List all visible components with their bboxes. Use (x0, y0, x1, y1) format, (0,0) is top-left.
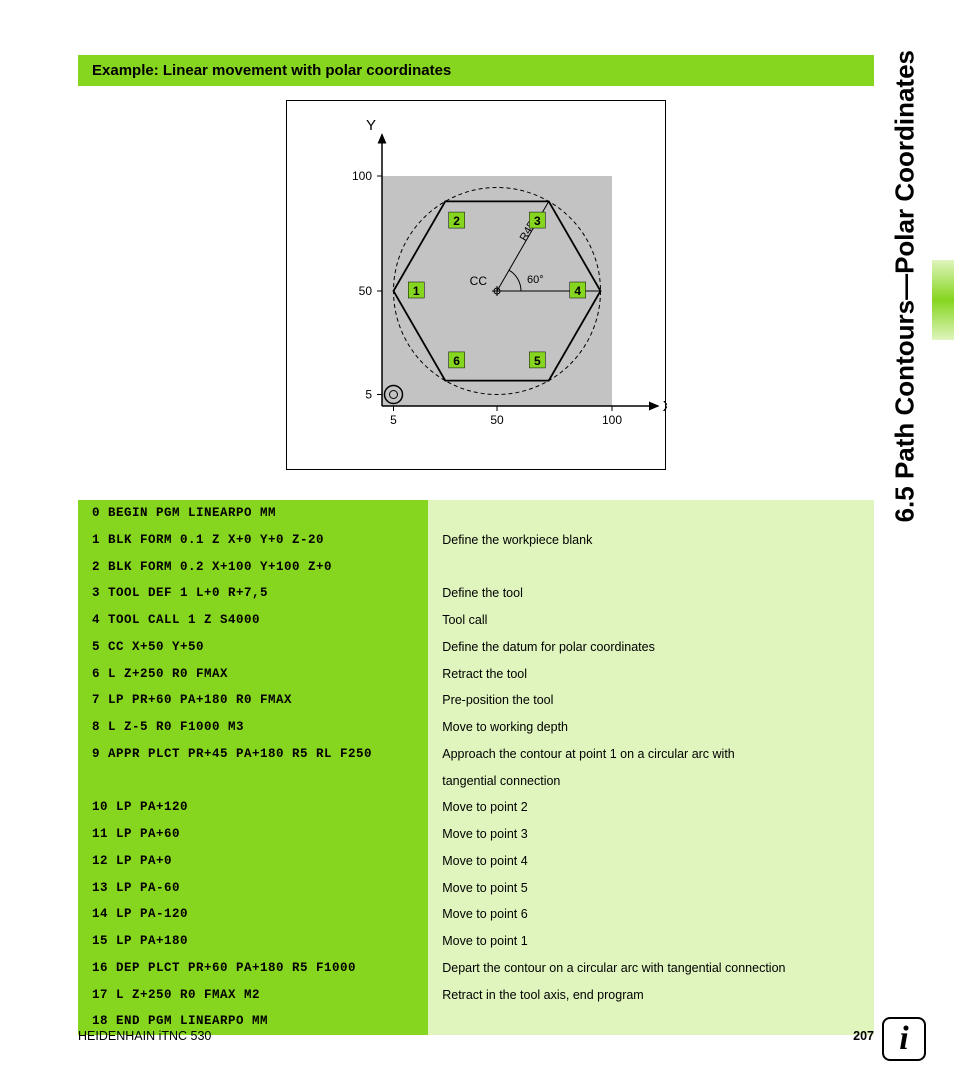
table-row: 9 APPR PLCT PR+45 PA+180 R5 RL F250Appro… (78, 741, 874, 768)
svg-text:100: 100 (602, 413, 622, 427)
footer-left: HEIDENHAIN iTNC 530 (78, 1029, 211, 1043)
table-row: 17 L Z+250 R0 FMAX M2Retract in the tool… (78, 982, 874, 1009)
code-cell: 4 TOOL CALL 1 Z S4000 (78, 607, 428, 634)
table-row: 5 CC X+50 Y+50Define the datum for polar… (78, 634, 874, 661)
code-table: 0 BEGIN PGM LINEARPO MM1 BLK FORM 0.1 Z … (78, 500, 874, 1035)
info-icon: i (882, 1017, 926, 1061)
code-cell: 11 LP PA+60 (78, 821, 428, 848)
desc-cell: Define the workpiece blank (428, 527, 874, 554)
code-cell: 16 DEP PLCT PR+60 PA+180 R5 F1000 (78, 955, 428, 982)
svg-text:50: 50 (359, 284, 373, 298)
code-cell: 14 LP PA-120 (78, 901, 428, 928)
desc-cell: Move to working depth (428, 714, 874, 741)
desc-cell: Depart the contour on a circular arc wit… (428, 955, 874, 982)
svg-text:5: 5 (365, 388, 372, 402)
svg-text:5: 5 (390, 413, 397, 427)
code-cell (78, 768, 428, 795)
svg-text:5: 5 (534, 354, 541, 368)
table-row: tangential connection (78, 768, 874, 795)
svg-text:CC: CC (470, 274, 488, 288)
table-row: 12 LP PA+0Move to point 4 (78, 848, 874, 875)
example-header: Example: Linear movement with polar coor… (78, 55, 874, 86)
code-cell: 15 LP PA+180 (78, 928, 428, 955)
svg-text:3: 3 (534, 214, 541, 228)
table-row: 15 LP PA+180Move to point 1 (78, 928, 874, 955)
table-row: 6 L Z+250 R0 FMAXRetract the tool (78, 661, 874, 688)
code-cell: 5 CC X+50 Y+50 (78, 634, 428, 661)
polar-diagram: XY55010055010060°R45CC123456 (287, 101, 667, 471)
code-cell: 9 APPR PLCT PR+45 PA+180 R5 RL F250 (78, 741, 428, 768)
diagram-container: XY55010055010060°R45CC123456 (286, 100, 666, 470)
desc-cell: Approach the contour at point 1 on a cir… (428, 741, 874, 768)
svg-text:50: 50 (490, 413, 504, 427)
example-title: Example: Linear movement with polar coor… (92, 62, 451, 79)
desc-cell: tangential connection (428, 768, 874, 795)
desc-cell (428, 554, 874, 581)
code-cell: 10 LP PA+120 (78, 794, 428, 821)
code-cell: 8 L Z-5 R0 F1000 M3 (78, 714, 428, 741)
desc-cell: Move to point 6 (428, 901, 874, 928)
code-cell: 13 LP PA-60 (78, 875, 428, 902)
code-cell: 17 L Z+250 R0 FMAX M2 (78, 982, 428, 1009)
table-row: 7 LP PR+60 PA+180 R0 FMAXPre-position th… (78, 687, 874, 714)
svg-text:1: 1 (413, 284, 420, 298)
desc-cell: Pre-position the tool (428, 687, 874, 714)
code-cell: 2 BLK FORM 0.2 X+100 Y+100 Z+0 (78, 554, 428, 581)
table-row: 1 BLK FORM 0.1 Z X+0 Y+0 Z-20Define the … (78, 527, 874, 554)
code-cell: 0 BEGIN PGM LINEARPO MM (78, 500, 428, 527)
svg-text:60°: 60° (527, 274, 544, 286)
desc-cell: Tool call (428, 607, 874, 634)
desc-cell: Move to point 4 (428, 848, 874, 875)
desc-cell: Define the datum for polar coordinates (428, 634, 874, 661)
table-row: 10 LP PA+120Move to point 2 (78, 794, 874, 821)
table-row: 14 LP PA-120Move to point 6 (78, 901, 874, 928)
desc-cell: Retract the tool (428, 661, 874, 688)
svg-text:6: 6 (453, 354, 460, 368)
side-accent (932, 260, 954, 340)
table-row: 16 DEP PLCT PR+60 PA+180 R5 F1000Depart … (78, 955, 874, 982)
svg-text:4: 4 (574, 284, 581, 298)
table-row: 11 LP PA+60Move to point 3 (78, 821, 874, 848)
page-number: 207 (853, 1029, 874, 1043)
table-row: 8 L Z-5 R0 F1000 M3Move to working depth (78, 714, 874, 741)
code-cell: 6 L Z+250 R0 FMAX (78, 661, 428, 688)
desc-cell (428, 500, 874, 527)
desc-cell: Define the tool (428, 580, 874, 607)
code-cell: 1 BLK FORM 0.1 Z X+0 Y+0 Z-20 (78, 527, 428, 554)
svg-text:X: X (663, 398, 667, 415)
code-cell: 12 LP PA+0 (78, 848, 428, 875)
svg-text:2: 2 (453, 214, 460, 228)
table-row: 2 BLK FORM 0.2 X+100 Y+100 Z+0 (78, 554, 874, 581)
desc-cell: Move to point 3 (428, 821, 874, 848)
desc-cell: Move to point 1 (428, 928, 874, 955)
footer: HEIDENHAIN iTNC 530 207 (78, 1029, 874, 1043)
code-cell: 7 LP PR+60 PA+180 R0 FMAX (78, 687, 428, 714)
svg-text:100: 100 (352, 169, 372, 183)
side-title: 6.5 Path Contours—Polar Coordinates (889, 50, 920, 522)
table-row: 3 TOOL DEF 1 L+0 R+7,5Define the tool (78, 580, 874, 607)
desc-cell: Move to point 2 (428, 794, 874, 821)
code-cell: 3 TOOL DEF 1 L+0 R+7,5 (78, 580, 428, 607)
svg-text:Y: Y (366, 117, 376, 134)
table-row: 13 LP PA-60Move to point 5 (78, 875, 874, 902)
desc-cell: Retract in the tool axis, end program (428, 982, 874, 1009)
table-row: 4 TOOL CALL 1 Z S4000Tool call (78, 607, 874, 634)
info-icon-label: i (899, 1020, 908, 1057)
desc-cell: Move to point 5 (428, 875, 874, 902)
table-row: 0 BEGIN PGM LINEARPO MM (78, 500, 874, 527)
